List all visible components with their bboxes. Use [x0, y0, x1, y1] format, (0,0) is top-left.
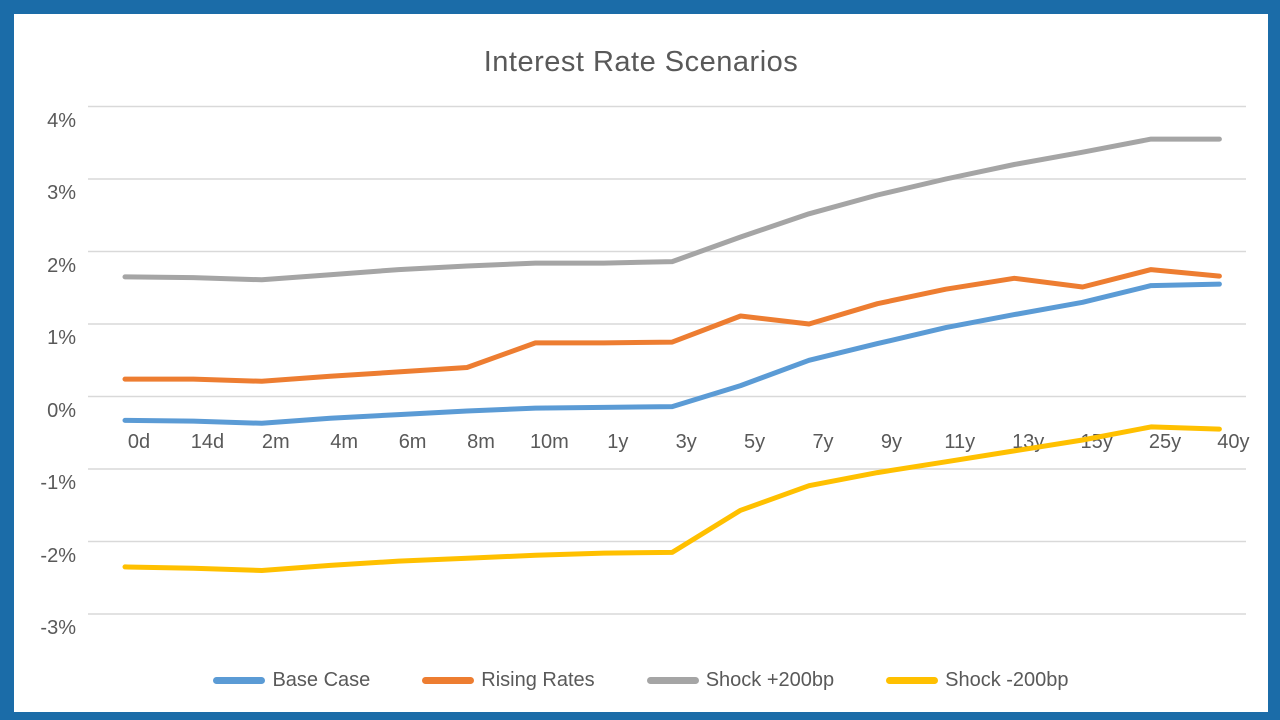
y-axis-tick-label: 3% [47, 182, 76, 204]
legend-swatch-icon [422, 677, 475, 684]
x-axis-category-label: 4m [330, 431, 359, 453]
legend-label: Shock -200bp [945, 669, 1069, 691]
x-axis-category-label: 14d [190, 431, 225, 453]
y-axis-tick-label: 2% [47, 254, 76, 277]
legend: Base Case Rising Rates Shock +200bp Shock -… [14, 669, 1268, 692]
legend-item-base-case: Base Case [213, 669, 370, 692]
x-axis-category-label: 6m [398, 431, 427, 453]
legend-label: Rising Rates [481, 669, 595, 691]
x-axis-category-label: 40y [1217, 431, 1250, 453]
legend-swatch-icon [886, 677, 939, 684]
x-axis-category-label: 25y [1148, 431, 1182, 453]
y-axis-tick-label: 1% [47, 327, 76, 349]
legend-label: Base Case [272, 669, 371, 691]
x-axis-category-label: 9y [880, 431, 902, 453]
y-axis-tick-label: -3% [40, 617, 76, 639]
x-axis-category-label: 11y [944, 431, 976, 453]
x-axis-category-label: 5y [744, 431, 766, 453]
x-axis-category-label: 1y [607, 431, 629, 453]
legend-item-shock-200bp: Shock +200bp [646, 669, 835, 692]
x-axis-category-label: 2m [261, 431, 290, 453]
legend-item-shock-200bp: Shock -200bp [886, 669, 1069, 692]
x-axis-category-label: 3y [675, 431, 697, 453]
x-axis-category-label: 15y [1080, 431, 1113, 453]
y-axis-tick-label: 0% [47, 399, 76, 422]
chart-title: Interest Rate Scenarios [483, 46, 799, 78]
y-axis-tick-label: -1% [40, 472, 76, 494]
y-axis-tick-label: 4% [47, 109, 76, 132]
x-axis-category-label: 0d [127, 431, 151, 453]
y-axis-tick-label: -2% [40, 544, 76, 567]
legend-swatch-icon [213, 677, 266, 684]
legend-swatch-icon [646, 677, 699, 684]
legend-item-rising-rates: Rising Rates [422, 669, 595, 692]
x-axis-category-label: 13y [1012, 431, 1045, 453]
x-axis-category-label: 7y [812, 431, 834, 453]
x-axis-category-label: 10m [529, 431, 569, 453]
x-axis-category-label: 8m [467, 431, 495, 453]
legend-label: Shock +200bp [705, 669, 835, 691]
axis-labels-layer: 4% 3% 2% 1% 0% -1% -2% -3% 0d 14d 2m 4m 6m 8m 10m 1y 3y 5… [14, 14, 1268, 712]
